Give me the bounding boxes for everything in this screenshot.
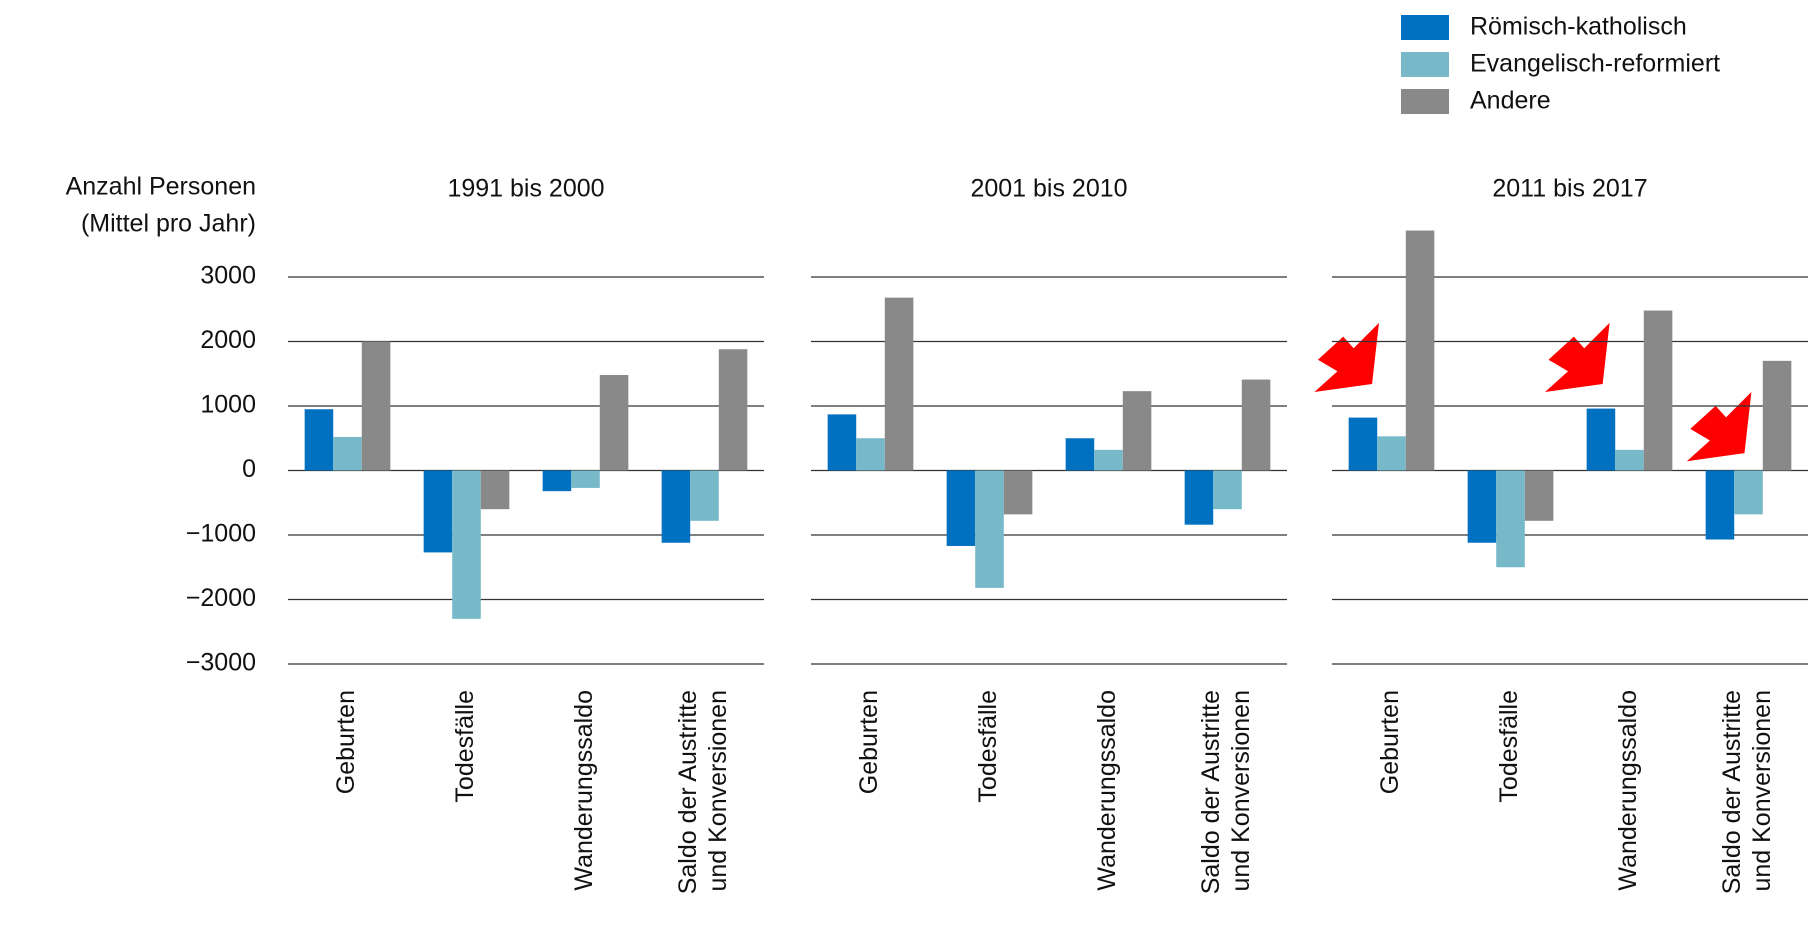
legend-label: Römisch-katholisch bbox=[1470, 13, 1687, 41]
legend-swatch bbox=[1401, 52, 1449, 77]
legend-swatch bbox=[1401, 89, 1449, 114]
bar bbox=[661, 470, 691, 543]
bar bbox=[827, 414, 857, 471]
bar bbox=[1705, 470, 1735, 540]
bar bbox=[599, 375, 629, 471]
bar bbox=[542, 470, 572, 492]
legend-swatch bbox=[1401, 15, 1449, 40]
x-tick-label: Wanderungssaldo bbox=[1093, 690, 1121, 891]
x-tick-label: Todesfälle bbox=[1495, 690, 1523, 803]
bar bbox=[1405, 230, 1435, 471]
bar bbox=[333, 436, 362, 471]
arrow bbox=[1545, 322, 1610, 393]
bar bbox=[975, 470, 1004, 588]
bar bbox=[361, 341, 391, 471]
bar bbox=[1467, 470, 1497, 543]
arrows bbox=[1314, 322, 1752, 462]
bar bbox=[1122, 391, 1152, 471]
y-tick-label: 0 bbox=[242, 455, 256, 483]
bar bbox=[690, 470, 719, 521]
x-tick-label: Saldo der Austritte bbox=[674, 690, 702, 894]
legend-label: Andere bbox=[1470, 87, 1551, 115]
bar bbox=[423, 470, 453, 553]
y-axis-label: (Mittel pro Jahr) bbox=[81, 210, 256, 238]
x-tick-label: Geburten bbox=[332, 690, 360, 794]
bar bbox=[1377, 436, 1406, 471]
panel-title: 2001 bis 2010 bbox=[970, 175, 1127, 203]
x-tick-label: Geburten bbox=[1376, 690, 1404, 794]
panel-title: 2011 bis 2017 bbox=[1492, 175, 1647, 203]
bar bbox=[1184, 470, 1214, 525]
y-tick-label: −2000 bbox=[186, 584, 256, 612]
bar bbox=[1241, 379, 1271, 471]
x-tick-label: und Konversionen bbox=[1227, 690, 1255, 892]
x-tick-label: Saldo der Austritte bbox=[1197, 690, 1225, 894]
bar bbox=[1065, 438, 1095, 471]
bar bbox=[1615, 449, 1644, 471]
arrow bbox=[1314, 322, 1379, 393]
bar bbox=[884, 297, 914, 471]
bar bbox=[1348, 417, 1378, 471]
bar bbox=[1094, 449, 1123, 471]
x-tick-label: Wanderungssaldo bbox=[570, 690, 598, 891]
bar bbox=[1643, 310, 1673, 471]
arrow bbox=[1686, 392, 1752, 462]
y-tick-label: −3000 bbox=[186, 649, 256, 677]
legend-label: Evangelisch-reformiert bbox=[1470, 50, 1720, 78]
x-tick-label: und Konversionen bbox=[704, 690, 732, 892]
bar bbox=[1586, 408, 1616, 471]
bar bbox=[1524, 470, 1554, 521]
x-tick-label: Todesfälle bbox=[451, 690, 479, 803]
x-tick-label: Wanderungssaldo bbox=[1614, 690, 1642, 891]
bar bbox=[480, 470, 510, 510]
x-tick-label: und Konversionen bbox=[1748, 690, 1776, 892]
bar bbox=[1003, 470, 1033, 515]
bar bbox=[304, 409, 334, 471]
y-tick-label: 2000 bbox=[200, 326, 256, 354]
x-tick-label: Todesfälle bbox=[974, 690, 1002, 803]
bar bbox=[946, 470, 976, 546]
bar bbox=[571, 470, 600, 488]
bar bbox=[718, 349, 748, 471]
x-tick-label: Saldo der Austritte bbox=[1718, 690, 1746, 894]
bar bbox=[856, 438, 885, 471]
bar bbox=[1762, 360, 1792, 471]
bar bbox=[1496, 470, 1525, 568]
panel-title: 1991 bis 2000 bbox=[447, 175, 604, 203]
x-tick-label: Geburten bbox=[855, 690, 883, 794]
y-axis-label: Anzahl Personen bbox=[66, 173, 256, 201]
bar bbox=[1213, 470, 1242, 510]
y-tick-label: 3000 bbox=[200, 262, 256, 290]
bar bbox=[1734, 470, 1763, 515]
bar bbox=[452, 470, 481, 619]
y-tick-label: 1000 bbox=[200, 391, 256, 419]
y-tick-label: −1000 bbox=[186, 520, 256, 548]
